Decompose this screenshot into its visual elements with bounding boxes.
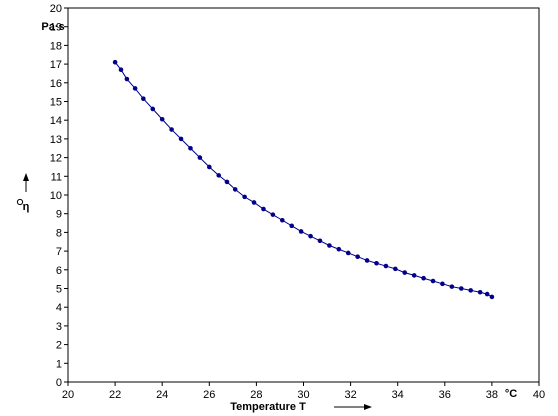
data-point (118, 67, 124, 73)
x-tick-label: 32 (344, 389, 356, 401)
y-tick-label: 14 (50, 115, 62, 127)
x-tick-label: 22 (109, 389, 121, 401)
data-point (188, 145, 193, 151)
x-tick-label: 34 (392, 389, 404, 401)
data-point (383, 263, 389, 269)
data-point (484, 291, 490, 297)
data-point (411, 273, 417, 278)
y-tick-label: 4 (56, 302, 62, 314)
x-axis-unit: °C (505, 388, 517, 400)
data-point (374, 260, 379, 266)
data-point (112, 59, 118, 65)
series-line (114, 61, 493, 298)
y-tick-label: 20 (50, 3, 62, 15)
data-series (112, 59, 495, 300)
data-point (141, 96, 146, 101)
y-tick-label: 10 (50, 190, 62, 202)
y-tick-label: 19 (50, 22, 62, 34)
y-tick-label: 6 (56, 265, 62, 277)
plot-area-frame (67, 7, 540, 383)
data-point (232, 187, 238, 192)
data-point (124, 76, 130, 82)
data-point (150, 106, 156, 112)
y-tick-label: 15 (50, 97, 62, 109)
y-tick-label: 8 (56, 227, 62, 239)
y-tick-label: 1 (56, 358, 62, 370)
data-point (308, 233, 313, 239)
data-point (242, 194, 247, 200)
data-point (468, 288, 474, 293)
y-tick-label: 18 (50, 40, 62, 52)
data-point (261, 206, 266, 212)
x-tick-label: 28 (250, 389, 262, 401)
x-axis-label: Temperature T (230, 401, 306, 413)
y-tick-label: 11 (51, 171, 62, 183)
data-point (393, 266, 398, 272)
data-point (207, 164, 212, 170)
x-tick-label: 36 (439, 389, 451, 401)
data-point (364, 258, 370, 263)
y-axis-arrow (23, 173, 29, 192)
data-point (449, 284, 455, 289)
y-tick-label: 12 (50, 153, 62, 165)
y-tick-label: 0 (56, 377, 62, 389)
data-point (355, 254, 360, 260)
data-point (289, 223, 295, 229)
data-point (178, 136, 184, 142)
data-point (317, 238, 323, 244)
data-point (216, 173, 222, 178)
data-point (197, 155, 203, 160)
x-tick-label: 24 (156, 389, 168, 401)
data-point (458, 286, 464, 291)
x-tick-label: 30 (297, 389, 309, 401)
y-axis-symbol-accent (16, 198, 24, 206)
data-point (430, 278, 436, 284)
data-point (132, 86, 138, 91)
data-point (327, 243, 332, 248)
y-axis-unit: Pa·s (41, 21, 64, 33)
data-point (477, 289, 483, 295)
x-tick-label: 20 (62, 389, 74, 401)
y-tick-label: 16 (50, 78, 62, 90)
data-point (280, 217, 285, 223)
x-axis-arrow (334, 404, 372, 410)
y-tick-label: 3 (56, 321, 62, 333)
data-point (489, 294, 495, 300)
y-tick-label: 9 (56, 209, 62, 221)
data-point (298, 229, 304, 234)
data-point (169, 127, 174, 132)
data-point (336, 246, 342, 252)
data-point (421, 275, 426, 281)
x-tick-label: 40 (533, 389, 545, 401)
x-tick-label: 26 (203, 389, 215, 401)
y-tick-label: 2 (56, 340, 62, 352)
data-point (440, 281, 445, 287)
y-tick-label: 5 (56, 284, 62, 296)
data-point (345, 250, 351, 256)
y-axis-label: η (23, 201, 30, 213)
y-tick-label: 7 (56, 246, 62, 258)
data-point (224, 179, 230, 185)
y-tick-label: 13 (50, 134, 62, 146)
x-tick-label: 38 (486, 389, 498, 401)
x-axis: 20 22 24 26 28 30 32 34 36 38 40 (62, 382, 545, 401)
data-point (402, 270, 408, 275)
data-point (159, 116, 165, 122)
y-tick-label: 17 (50, 59, 62, 71)
data-point (270, 212, 276, 217)
data-point (251, 200, 257, 205)
